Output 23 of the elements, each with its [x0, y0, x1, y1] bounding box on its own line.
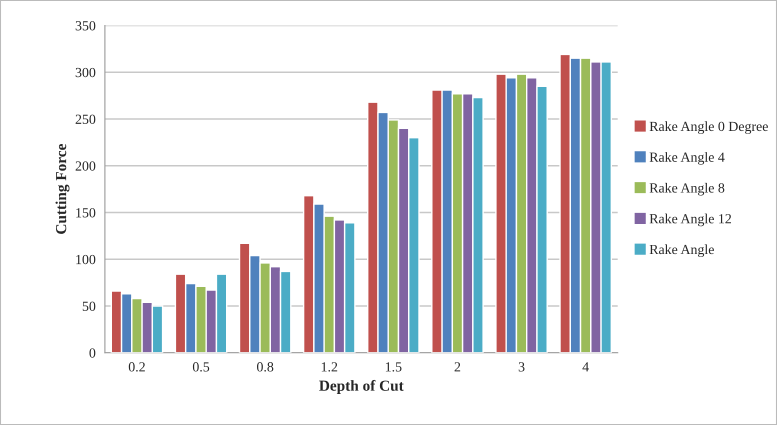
x-tick-label: 1.5: [386, 362, 402, 372]
y-tick-label: 0: [89, 348, 96, 358]
x-tick-label: 0.5: [192, 362, 210, 372]
y-tick-label: 300: [76, 68, 96, 78]
x-tick-label: 1.2: [322, 362, 338, 372]
y-tick-label: 350: [76, 21, 96, 30]
legend-label: Rake Angle 4: [650, 152, 725, 165]
x-tick-label: 2: [454, 362, 460, 372]
legend-label: Rake Angle 0 Degree: [650, 121, 768, 134]
y-tick-label: 100: [76, 254, 96, 264]
y-tick-label: 200: [76, 161, 96, 171]
x-tick-label: 0.2: [128, 362, 145, 372]
y-axis-title: Cutting Force: [56, 144, 70, 234]
x-tick-label: 0.8: [257, 362, 274, 372]
y-tick-label: 250: [76, 114, 96, 124]
x-tick-label: 4: [582, 362, 589, 372]
legend-label: Rake Angle 12: [650, 214, 732, 226]
y-tick-label: 50: [82, 302, 96, 311]
x-axis-title: Depth of Cut: [319, 380, 404, 394]
y-tick-label: 150: [76, 208, 96, 218]
legend-label: Rake Angle 8: [650, 182, 724, 196]
x-tick-label: 3: [518, 362, 524, 372]
legend-label: Rake Angle: [650, 244, 714, 258]
